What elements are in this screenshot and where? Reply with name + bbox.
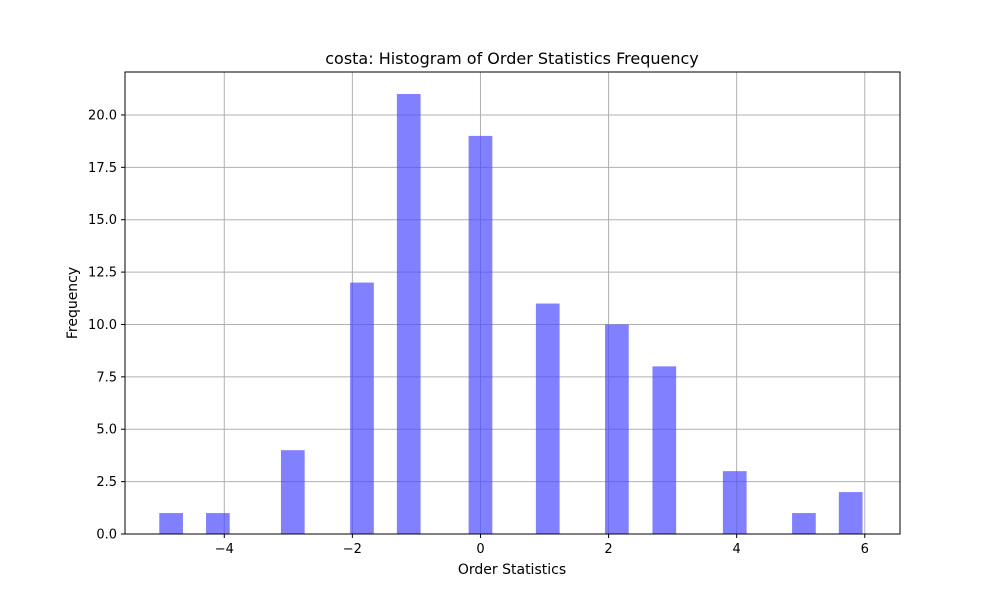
grid-lines — [125, 72, 900, 535]
x-tick-label: 4 — [733, 542, 741, 557]
y-tick-label: 20.0 — [88, 108, 117, 123]
histogram-bar — [468, 135, 493, 534]
histogram-bar — [605, 324, 629, 534]
x-tick-label: 2 — [604, 542, 612, 557]
y-tick-label: 17.5 — [88, 161, 117, 176]
y-axis-title: Frequency — [65, 267, 81, 339]
histogram-bar — [206, 513, 230, 534]
y-tick-label: 15.0 — [88, 213, 117, 228]
x-tick-label: −4 — [215, 542, 234, 557]
y-tick-label: 0.0 — [96, 528, 117, 543]
plot-frame — [124, 71, 901, 535]
histogram-bar — [535, 303, 560, 534]
histogram-bar — [652, 366, 677, 534]
y-axis-ticks: 0.0 2.5 5.0 7.5 10.0 12.5 15.0 17.5 20.0 — [88, 108, 125, 543]
y-tick-label: 10.0 — [88, 318, 117, 333]
y-tick-label: 7.5 — [96, 370, 117, 385]
histogram-bar — [280, 450, 305, 534]
histogram-bar — [792, 513, 816, 534]
x-tick-label: 0 — [476, 542, 484, 557]
x-axis-ticks: −4 −2 0 2 4 6 — [215, 534, 869, 557]
x-tick-label: 6 — [861, 542, 869, 557]
histogram-bar — [396, 94, 421, 534]
y-tick-label: 2.5 — [96, 475, 117, 490]
chart-title: costa: Histogram of Order Statistics Fre… — [325, 49, 699, 68]
x-axis-title: Order Statistics — [458, 562, 566, 578]
histogram-bar — [838, 492, 863, 534]
x-tick-label: −2 — [343, 542, 362, 557]
y-tick-label: 5.0 — [96, 423, 117, 438]
histogram-bar — [722, 471, 747, 534]
histogram-bar — [350, 282, 374, 534]
histogram-bar — [159, 513, 183, 534]
bars — [159, 94, 863, 534]
y-tick-label: 12.5 — [88, 266, 117, 281]
